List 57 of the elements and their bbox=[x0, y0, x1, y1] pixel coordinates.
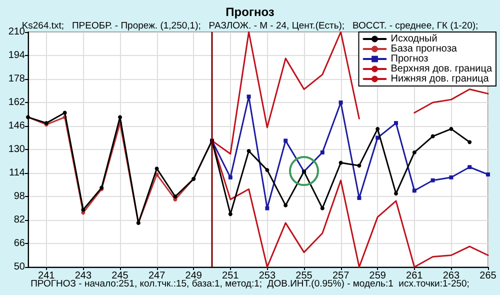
point bbox=[412, 188, 416, 193]
point bbox=[246, 148, 251, 153]
point bbox=[430, 134, 435, 138]
x-tick-label: 255 bbox=[296, 270, 313, 282]
point bbox=[338, 160, 343, 165]
y-tick-label: 178 bbox=[8, 74, 26, 84]
point bbox=[394, 192, 398, 196]
y-tick-label: 82 bbox=[14, 214, 26, 226]
y-tick-label: 194 bbox=[8, 50, 26, 61]
x-tick-label: 259 bbox=[369, 270, 386, 282]
point bbox=[449, 175, 454, 180]
point bbox=[376, 126, 380, 131]
point bbox=[118, 115, 122, 120]
point bbox=[486, 172, 490, 176]
point bbox=[154, 166, 159, 171]
y-tick-label: 146 bbox=[8, 120, 26, 132]
y-tick-label: 66 bbox=[14, 238, 26, 249]
point bbox=[468, 140, 472, 144]
point bbox=[62, 110, 67, 115]
point bbox=[449, 126, 454, 131]
point bbox=[284, 138, 288, 143]
chart-title: Прогноз bbox=[226, 5, 274, 19]
point bbox=[228, 175, 232, 180]
x-tick-label: 247 bbox=[148, 270, 166, 282]
legend-label: База прогноза bbox=[390, 44, 458, 54]
x-tick-label: 253 bbox=[258, 270, 276, 282]
y-tick-label: 130 bbox=[8, 144, 26, 155]
point bbox=[412, 150, 416, 154]
point bbox=[284, 203, 288, 208]
point bbox=[246, 94, 251, 99]
point bbox=[173, 194, 178, 198]
y-tick-label: 162 bbox=[8, 97, 26, 108]
text: ПРОГНОЗ - начало:251, кол.тчк.:15, база:1, метод:1; ДОВ.ИНТ.(0.95%) - модель:1 исх.точки:1-250; bbox=[30, 278, 470, 290]
point bbox=[357, 196, 362, 200]
legend-label: Исходный bbox=[390, 34, 438, 44]
point bbox=[228, 212, 232, 216]
y-tick-label: 98 bbox=[14, 191, 26, 202]
x-tick-label: 243 bbox=[74, 270, 92, 282]
legend-label: Верхняя дов. граница bbox=[390, 64, 492, 74]
point bbox=[265, 206, 270, 210]
x-tick-label: 251 bbox=[222, 270, 240, 282]
x-tick-label: 265 bbox=[480, 270, 497, 282]
x-tick-label: 261 bbox=[406, 270, 424, 282]
point bbox=[430, 178, 435, 182]
legend-label: Прогноз bbox=[390, 54, 429, 64]
point bbox=[320, 206, 324, 210]
legend-label: Нижняя дов. граница bbox=[390, 74, 490, 84]
point bbox=[468, 165, 472, 170]
point bbox=[376, 136, 380, 140]
y-tick-label: 114 bbox=[9, 168, 26, 178]
point bbox=[338, 100, 343, 104]
point bbox=[81, 208, 86, 212]
point bbox=[320, 150, 324, 154]
point bbox=[394, 121, 398, 126]
point bbox=[357, 164, 362, 168]
y-tick-label: 50 bbox=[14, 262, 26, 272]
point bbox=[265, 168, 270, 172]
